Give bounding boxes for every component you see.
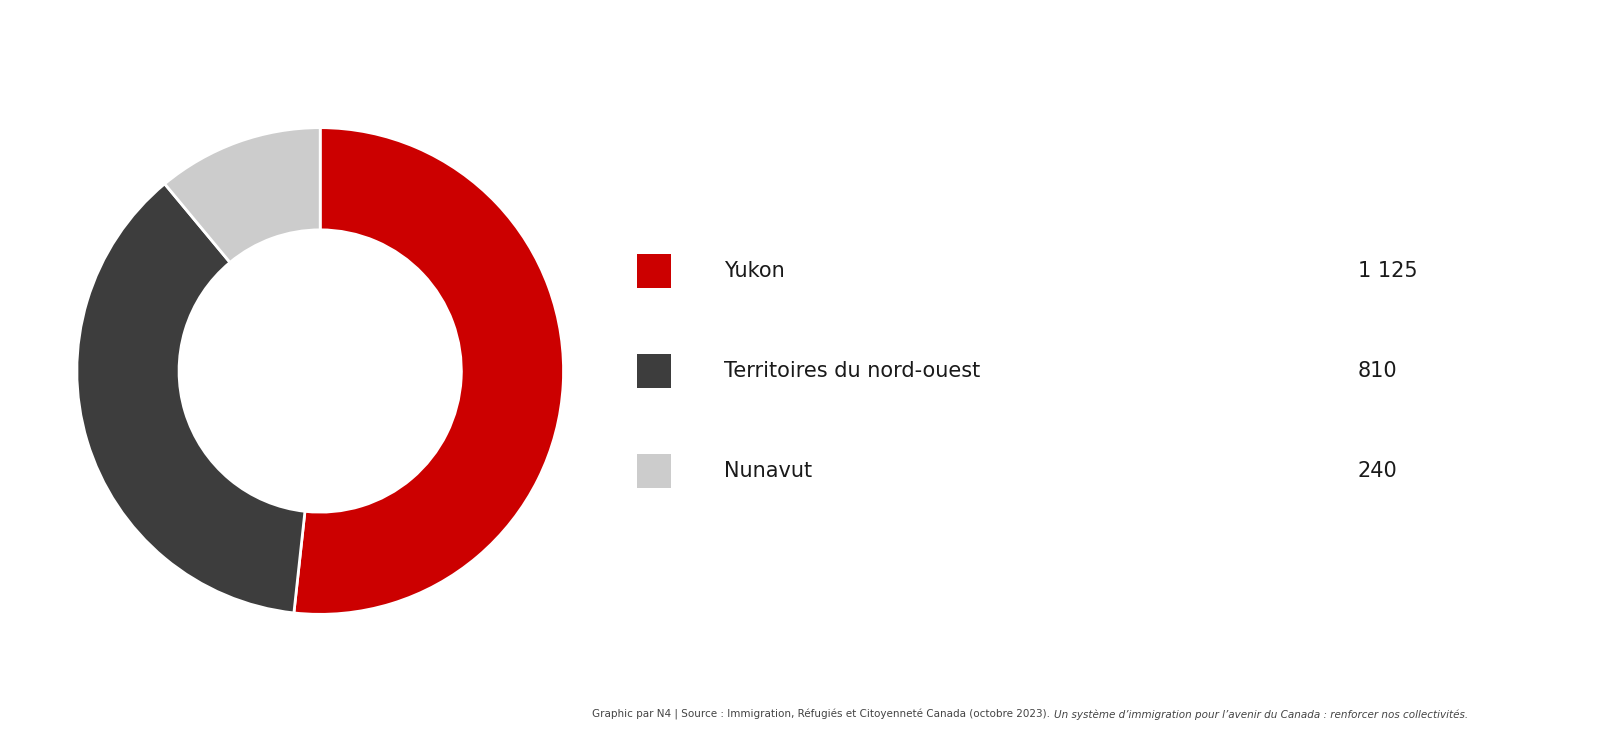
- Text: Territoires du nord-ouest: Territoires du nord-ouest: [724, 361, 980, 381]
- Bar: [637, 254, 671, 287]
- Text: Nunavut: Nunavut: [724, 462, 812, 481]
- Text: Graphic par N4 | Source : Immigration, Réfugiés et Citoyenneté Canada (octobre 2: Graphic par N4 | Source : Immigration, R…: [592, 709, 1053, 720]
- Bar: [637, 454, 671, 488]
- Text: 810: 810: [1358, 361, 1398, 381]
- Wedge shape: [77, 184, 304, 613]
- Text: Un système d’immigration pour l’avenir du Canada : renforcer nos collectivités.: Un système d’immigration pour l’avenir d…: [1053, 709, 1468, 720]
- Wedge shape: [165, 128, 320, 263]
- Text: 240: 240: [1358, 462, 1398, 481]
- Bar: [637, 354, 671, 387]
- Wedge shape: [295, 128, 564, 614]
- Text: Yukon: Yukon: [724, 261, 784, 280]
- Text: 1 125: 1 125: [1358, 261, 1417, 280]
